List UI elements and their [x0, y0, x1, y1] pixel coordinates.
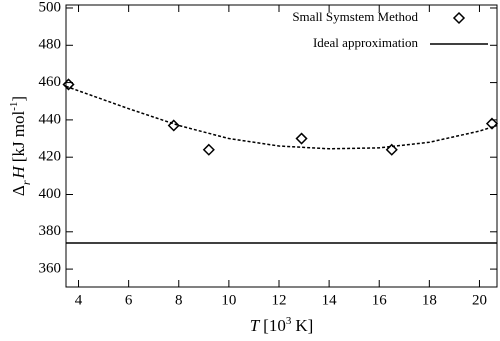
x-tick-label: 14: [322, 292, 338, 308]
label-part: ]: [9, 96, 28, 102]
diamond-marker: [167, 119, 180, 132]
label-part: H: [9, 165, 28, 180]
y-tick-label: 420: [39, 149, 62, 165]
diamond-marker: [485, 117, 499, 130]
diamond-marker: [452, 11, 466, 25]
label-part: T: [250, 316, 261, 335]
y-tick-label: 440: [39, 111, 62, 127]
y-tick-label: 400: [39, 186, 62, 202]
diamond-marker: [295, 132, 308, 145]
x-tick-label: 18: [422, 292, 437, 308]
y-tick-label: 380: [39, 223, 62, 239]
label-part: [10: [263, 316, 286, 335]
y-tick-label: 480: [39, 37, 62, 53]
legend-label: Small Symstem Method: [292, 9, 418, 24]
x-tick-label: 6: [125, 292, 133, 308]
label-part: [kJ mol: [9, 110, 28, 162]
x-tick-label: 8: [175, 292, 183, 308]
diamond-marker: [202, 143, 215, 156]
x-tick-label: 20: [472, 292, 487, 308]
x-tick-label: 16: [372, 292, 388, 308]
label-part: 3: [286, 315, 292, 327]
y-axis-label: ΔrH [kJ mol-1]: [8, 96, 33, 196]
label-part: -1: [8, 102, 20, 111]
diamond-marker: [62, 78, 75, 91]
diamond-marker: [385, 143, 398, 156]
plot-frame: [65, 4, 498, 288]
y-tick-label: 460: [39, 74, 62, 90]
label-part: r: [19, 180, 33, 185]
fit-curve: [65, 85, 498, 150]
label-part: Δ: [9, 185, 28, 196]
label-part: K]: [295, 316, 313, 335]
y-tick-label: 360: [39, 261, 62, 277]
y-tick-label: 500: [39, 0, 62, 15]
x-axis-label: T [103 K]: [250, 315, 314, 335]
x-tick-label: 4: [75, 292, 83, 308]
legend-label: Ideal approximation: [313, 35, 419, 50]
x-tick-label: 12: [271, 292, 286, 308]
x-tick-label: 10: [221, 292, 236, 308]
